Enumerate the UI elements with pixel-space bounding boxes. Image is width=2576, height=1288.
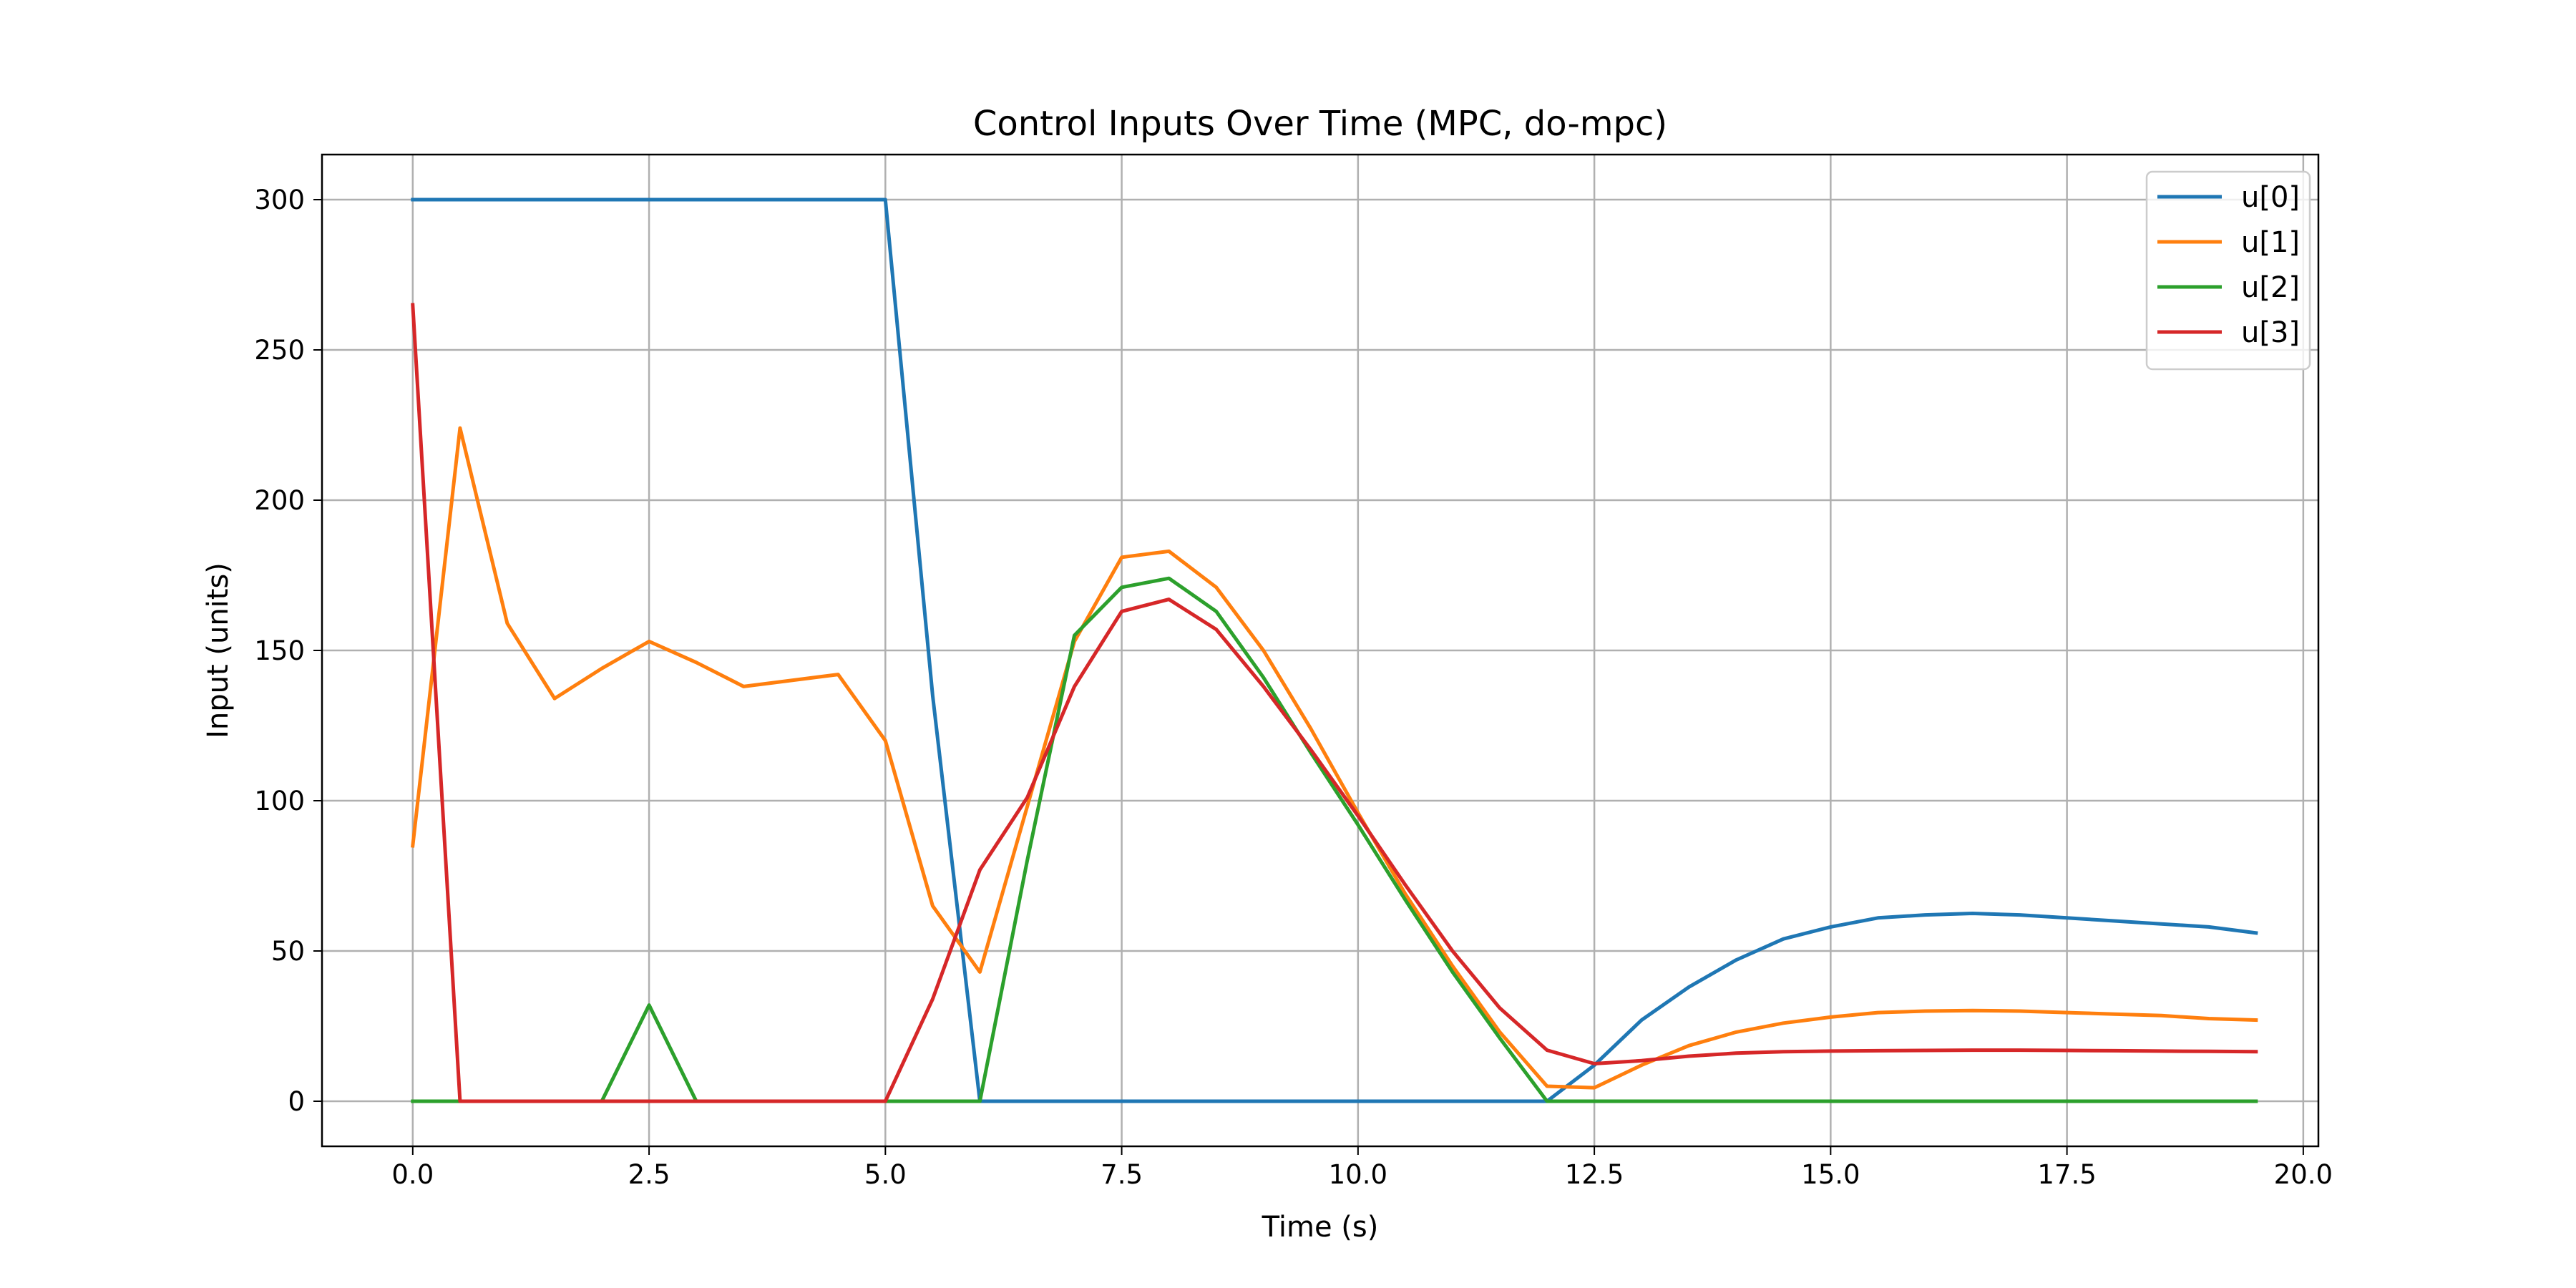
y-tick-label: 200 bbox=[254, 485, 305, 516]
y-tick-label: 300 bbox=[254, 185, 305, 215]
x-tick-label: 17.5 bbox=[2037, 1159, 2096, 1190]
x-tick-label: 0.0 bbox=[391, 1159, 434, 1190]
x-tick-label: 15.0 bbox=[1801, 1159, 1860, 1190]
legend: u[0] u[1] u[2] u[3] bbox=[2145, 170, 2311, 371]
series-line-0 bbox=[411, 197, 2258, 1103]
series-line-1 bbox=[411, 426, 2258, 1090]
ticks: 0.0 2.5 5.0 7.5 10.0 12.5 15.0 17.5 20.0 0 50 100 15… bbox=[254, 185, 2333, 1190]
legend-box bbox=[2145, 170, 2311, 371]
x-tick-label: 2.5 bbox=[628, 1159, 670, 1190]
chart-title: Control Inputs Over Time (MPC, do-mpc) bbox=[973, 104, 1667, 144]
x-tick-label: 12.5 bbox=[1565, 1159, 1624, 1190]
x-tick-label: 10.0 bbox=[1329, 1159, 1387, 1190]
y-tick-label: 100 bbox=[254, 786, 305, 816]
x-axis-title: Time (s) bbox=[1262, 1211, 1379, 1244]
grid bbox=[322, 155, 2318, 1146]
y-axis-title: Input (units) bbox=[202, 562, 235, 738]
legend-label-3: u[3] bbox=[2241, 316, 2300, 349]
y-tick-label: 50 bbox=[271, 936, 305, 967]
legend-label-1: u[1] bbox=[2241, 226, 2300, 259]
series-line-3 bbox=[411, 303, 2258, 1103]
legend-label-0: u[0] bbox=[2241, 181, 2300, 214]
legend-label-2: u[2] bbox=[2241, 271, 2300, 304]
x-tick-label: 20.0 bbox=[2274, 1159, 2333, 1190]
x-tick-label: 7.5 bbox=[1101, 1159, 1143, 1190]
y-tick-label: 0 bbox=[288, 1086, 305, 1117]
y-tick-label: 150 bbox=[254, 635, 305, 666]
series-lines bbox=[411, 197, 2258, 1103]
x-tick-label: 5.0 bbox=[864, 1159, 907, 1190]
y-tick-label: 250 bbox=[254, 335, 305, 366]
